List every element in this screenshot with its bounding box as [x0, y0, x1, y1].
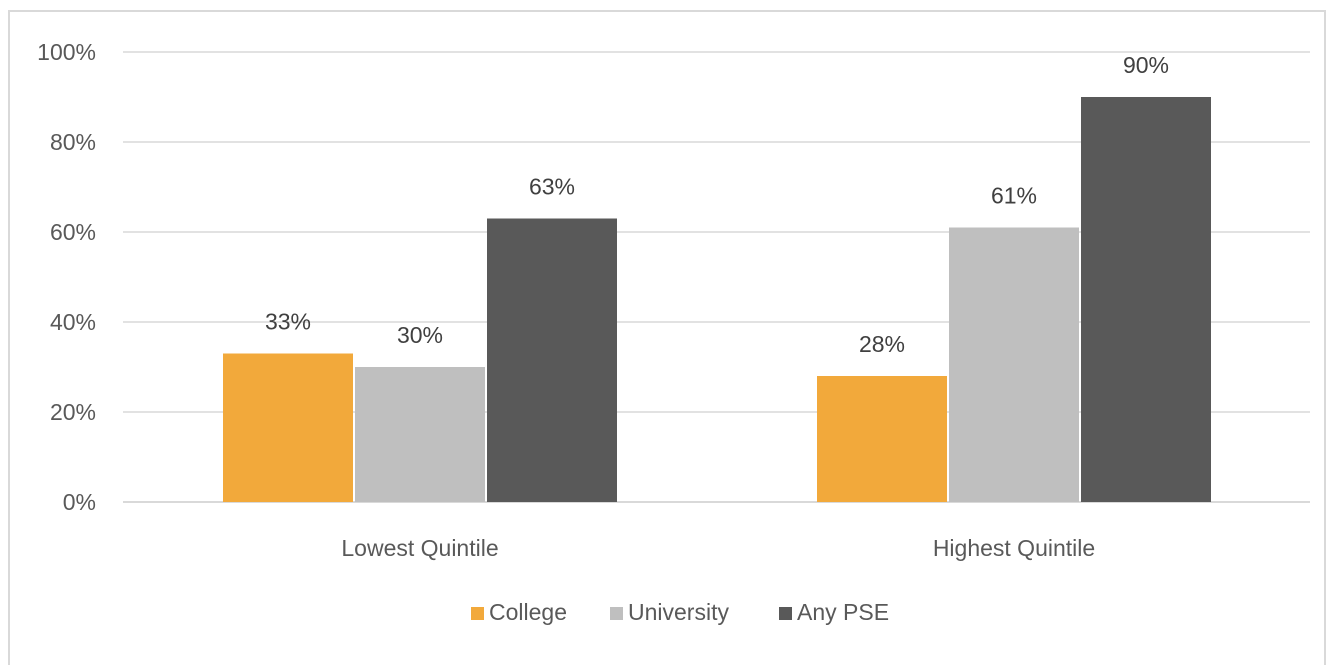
data-label: 28% [859, 331, 905, 357]
y-tick-label: 0% [63, 489, 96, 515]
data-label: 90% [1123, 52, 1169, 78]
legend-swatch-college [471, 607, 484, 620]
data-label: 30% [397, 322, 443, 348]
bar-college [817, 376, 947, 502]
bar-college [223, 353, 353, 502]
bar-any-pse [1081, 97, 1211, 502]
legend-swatch-university [610, 607, 623, 620]
legend-label: College [489, 599, 567, 625]
legend-label: Any PSE [797, 599, 889, 625]
y-tick-label: 40% [50, 309, 96, 335]
data-label: 61% [991, 183, 1037, 209]
bar-university [949, 227, 1079, 502]
y-tick-label: 60% [50, 219, 96, 245]
bar-university [355, 367, 485, 502]
legend-swatch-any-pse [779, 607, 792, 620]
y-tick-label: 80% [50, 129, 96, 155]
x-tick-label: Lowest Quintile [341, 535, 498, 561]
x-tick-label: Highest Quintile [933, 535, 1095, 561]
y-tick-label: 100% [37, 39, 96, 65]
data-label: 33% [265, 309, 311, 335]
bar-any-pse [487, 218, 617, 502]
y-tick-label: 20% [50, 399, 96, 425]
data-label: 63% [529, 174, 575, 200]
legend-label: University [628, 599, 729, 625]
